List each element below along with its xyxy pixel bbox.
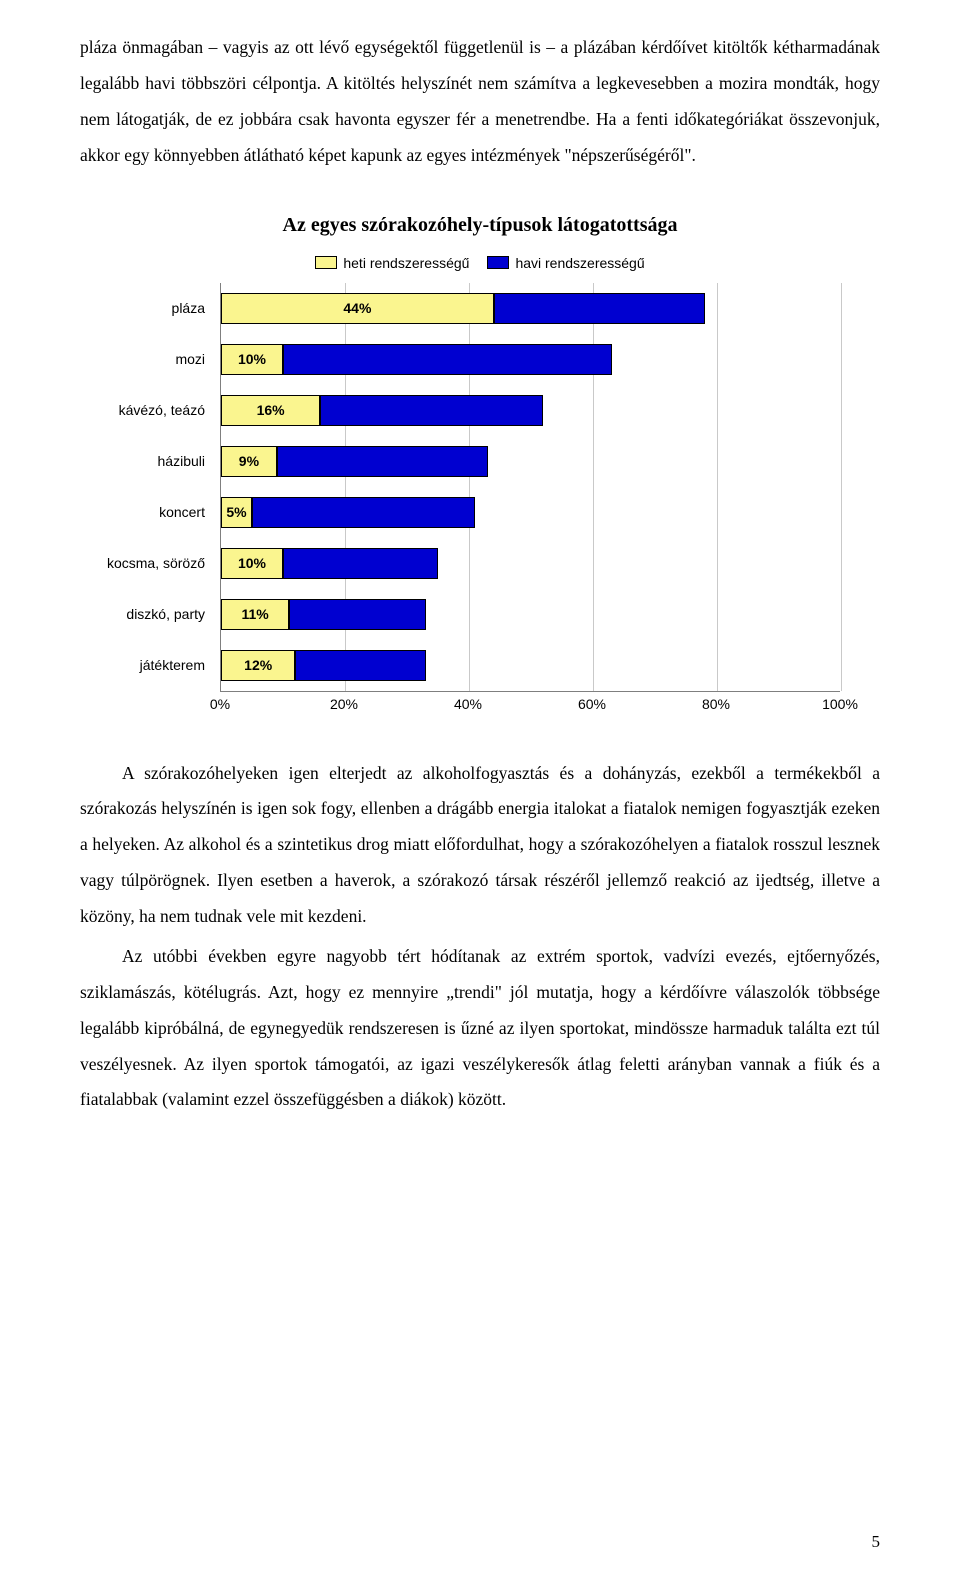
paragraph-3: Az utóbbi években egyre nagyobb tért hód…: [80, 939, 880, 1118]
chart-category-label: mozi: [73, 351, 213, 367]
chart-bar-series1: 11%: [221, 599, 289, 630]
chart-category-label: pláza: [73, 300, 213, 316]
chart-bar-series2: 34%: [494, 293, 705, 324]
chart-x-axis: 0%20%40%60%80%100%: [220, 692, 840, 716]
chart-legend: heti rendszerességű havi rendszerességű: [80, 255, 880, 271]
page-number: 5: [872, 1532, 881, 1552]
chart-gridline: [841, 283, 842, 691]
chart-bar-series1: 5%: [221, 497, 252, 528]
chart-category-label: kocsma, söröző: [73, 555, 213, 571]
legend-swatch-series2: [487, 256, 509, 269]
legend-label-series2: havi rendszerességű: [515, 255, 644, 271]
paragraph-2: A szórakozóhelyeken igen elterjedt az al…: [80, 756, 880, 935]
legend-label-series1: heti rendszerességű: [343, 255, 469, 271]
chart-bar-series1: 12%: [221, 650, 295, 681]
chart-row: diszkó, party11%22%: [221, 589, 840, 640]
chart-title: Az egyes szórakozóhely-típusok látogatot…: [80, 214, 880, 237]
chart-bar-series1: 10%: [221, 344, 283, 375]
chart-category-label: játékterem: [73, 657, 213, 673]
chart-category-label: kávézó, teázó: [73, 402, 213, 418]
chart-container: Az egyes szórakozóhely-típusok látogatot…: [80, 214, 880, 716]
chart-category-label: diszkó, party: [73, 606, 213, 622]
page: pláza önmagában – vagyis az ott lévő egy…: [0, 0, 960, 1576]
chart-row: játékterem12%21%: [221, 640, 840, 691]
chart-category-label: házibuli: [73, 453, 213, 469]
chart-bar-series2: 25%: [283, 548, 438, 579]
chart-area: pláza44%34%mozi10%53%kávézó, teázó16%36%…: [220, 283, 840, 716]
legend-item-series1: heti rendszerességű: [315, 255, 469, 271]
chart-bar-series2: 22%: [289, 599, 425, 630]
legend-item-series2: havi rendszerességű: [487, 255, 644, 271]
chart-bar-series1: 16%: [221, 395, 320, 426]
chart-bar-series2: 34%: [277, 446, 488, 477]
chart-bar-series2: 36%: [252, 497, 475, 528]
chart-x-tick: 60%: [578, 696, 606, 712]
chart-bar-series2: 53%: [283, 344, 612, 375]
chart-x-tick: 80%: [702, 696, 730, 712]
chart-row: kocsma, söröző10%25%: [221, 538, 840, 589]
chart-bar-series1: 44%: [221, 293, 494, 324]
chart-row: pláza44%34%: [221, 283, 840, 334]
chart-bar-series1: 9%: [221, 446, 277, 477]
chart-row: házibuli9%34%: [221, 436, 840, 487]
chart-row: koncert5%36%: [221, 487, 840, 538]
chart-row: kávézó, teázó16%36%: [221, 385, 840, 436]
legend-swatch-series1: [315, 256, 337, 269]
paragraph-1: pláza önmagában – vagyis az ott lévő egy…: [80, 30, 880, 174]
chart-x-tick: 40%: [454, 696, 482, 712]
chart-category-label: koncert: [73, 504, 213, 520]
chart-bar-series1: 10%: [221, 548, 283, 579]
chart-row: mozi10%53%: [221, 334, 840, 385]
chart-plot: pláza44%34%mozi10%53%kávézó, teázó16%36%…: [220, 283, 840, 692]
chart-x-tick: 0%: [210, 696, 230, 712]
chart-x-tick: 20%: [330, 696, 358, 712]
chart-bar-series2: 36%: [320, 395, 543, 426]
chart-bar-series2: 21%: [295, 650, 425, 681]
chart-x-tick: 100%: [822, 696, 858, 712]
